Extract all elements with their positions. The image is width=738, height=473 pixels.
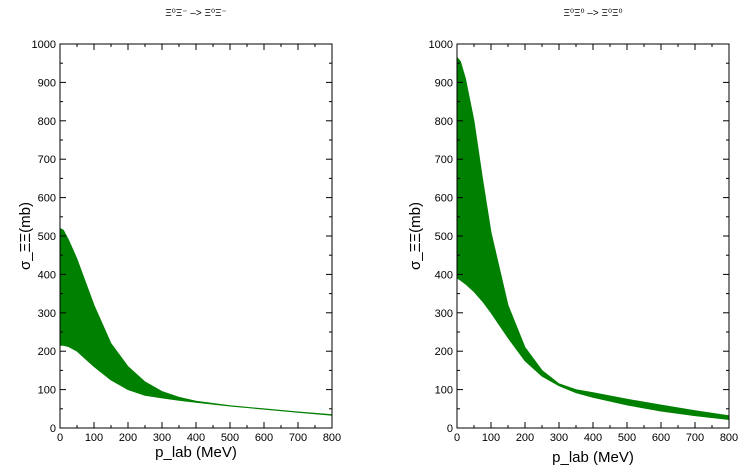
y-tick-label-left: 600 — [38, 193, 56, 205]
y-tick-label-left: 0 — [50, 423, 56, 435]
y-tick-label-left: 500 — [38, 231, 56, 243]
x-tick-label-right: 500 — [618, 432, 636, 444]
y-tick-label-left: 800 — [38, 116, 56, 128]
x-tick-label-left: 500 — [221, 432, 239, 444]
x-tick-label-left: 700 — [289, 432, 307, 444]
y-tick-label-right: 600 — [435, 193, 453, 205]
y-tick-label-right: 1000 — [429, 39, 453, 51]
y-tick-label-right: 100 — [435, 385, 453, 397]
y-tick-label-right: 0 — [447, 423, 453, 435]
x-tick-label-left: 800 — [323, 432, 341, 444]
x-tick-label-left: 400 — [187, 432, 205, 444]
y-tick-label-left: 300 — [38, 308, 56, 320]
x-tick-label-right: 200 — [516, 432, 534, 444]
x-tick-label-right: 400 — [584, 432, 602, 444]
y-tick-label-left: 900 — [38, 77, 56, 89]
x-tick-label-left: 300 — [153, 432, 171, 444]
y-tick-label-right: 400 — [435, 269, 453, 281]
x-tick-label-left: 200 — [119, 432, 137, 444]
chart-title-left: Ξ⁰Ξ⁻ –> Ξ⁰Ξ⁻ — [165, 8, 227, 19]
y-tick-label-left: 200 — [38, 346, 56, 358]
x-tick-label-right: 600 — [652, 432, 670, 444]
x-tick-label-left: 100 — [85, 432, 103, 444]
x-axis-label-left: p_lab (MeV) — [155, 444, 237, 461]
y-tick-label-right: 500 — [435, 231, 453, 243]
x-tick-label-right: 800 — [720, 432, 738, 444]
y-tick-label-left: 1000 — [32, 39, 56, 51]
plot-frame-right — [456, 43, 730, 429]
y-tick-label-left: 400 — [38, 269, 56, 281]
y-tick-label-left: 700 — [38, 154, 56, 166]
x-tick-label-right: 300 — [550, 432, 568, 444]
y-tick-label-right: 200 — [435, 346, 453, 358]
uncertainty-band-right — [456, 56, 730, 421]
chart-title-right: Ξ⁰Ξ⁰ –> Ξ⁰Ξ⁰ — [564, 8, 623, 19]
y-tick-label-left: 100 — [38, 385, 56, 397]
y-tick-label-right: 700 — [435, 154, 453, 166]
y-axis-label-right: σ_ΞΞ(mb) — [407, 202, 424, 270]
chart-panel-left: Ξ⁰Ξ⁻ –> Ξ⁰Ξ⁻ σ_ΞΞ(mb) p_lab (MeV) 0 100 20… — [17, 8, 341, 461]
x-tick-label-left: 600 — [255, 432, 273, 444]
y-tick-label-right: 800 — [435, 116, 453, 128]
x-axis-label-right: p_lab (MeV) — [552, 449, 634, 466]
x-tick-label-right: 100 — [482, 432, 500, 444]
x-tick-label-left: 0 — [57, 432, 63, 444]
y-tick-label-right: 900 — [435, 77, 453, 89]
x-tick-label-right: 0 — [454, 432, 460, 444]
x-tick-label-right: 700 — [686, 432, 704, 444]
y-axis-label-left: σ_ΞΞ(mb) — [17, 202, 34, 270]
y-tick-label-right: 300 — [435, 308, 453, 320]
chart-panel-right: Ξ⁰Ξ⁰ –> Ξ⁰Ξ⁰ σ_ΞΞ(mb) p_lab (MeV) 0 100 20… — [407, 8, 738, 466]
uncertainty-band-left — [59, 227, 333, 416]
